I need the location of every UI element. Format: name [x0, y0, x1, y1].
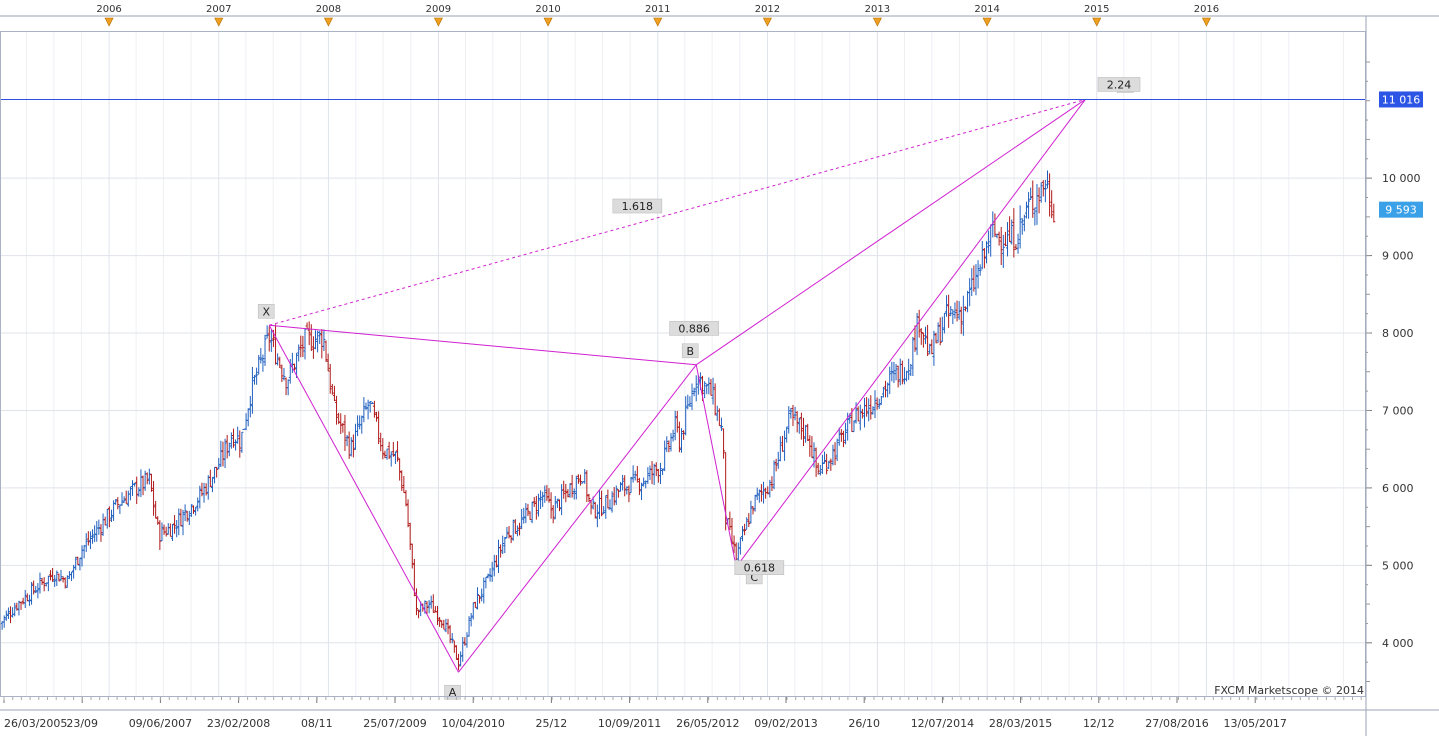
ratio-label-box	[612, 198, 663, 214]
ratio-label: 0.618	[744, 562, 776, 575]
year-label: 2013	[865, 4, 890, 15]
ratio-label: 0.886	[678, 322, 710, 335]
point-label-x: X	[262, 305, 270, 318]
y-tick-label: 9 000	[1382, 250, 1414, 263]
x-tick-label: 08/11	[301, 717, 333, 730]
pattern-leg-cd	[735, 99, 1086, 568]
x-tick-label: 26/03/2005	[4, 717, 67, 730]
year-marker-icon	[214, 17, 224, 27]
ratio-label: 1.618	[622, 200, 654, 213]
year-label: 2015	[1084, 4, 1109, 15]
x-tick-label: 13/05/2017	[1223, 717, 1286, 730]
point-label-b-box	[681, 343, 699, 359]
year-marker-icon	[1201, 17, 1211, 27]
price-bars	[0, 170, 1056, 671]
last-price-label: 9 593	[1385, 204, 1417, 217]
x-tick-label: 23/02/2008	[207, 717, 270, 730]
ratio-label-box	[669, 321, 719, 336]
year-marker-icon	[1092, 17, 1102, 27]
x-tick-label: 09/06/2007	[129, 717, 192, 730]
ratio-label: 2.24	[1107, 78, 1132, 91]
level-line-group: 11 016 9 593	[0, 91, 1423, 218]
year-label: 2009	[426, 4, 451, 15]
year-label: 2014	[974, 4, 999, 15]
point-label-x-box	[257, 303, 275, 319]
point-label-a-box	[444, 684, 461, 700]
pattern-leg-xb	[269, 324, 697, 366]
x-tick-label: 10/09/2011	[598, 717, 661, 730]
year-label: 2011	[645, 4, 670, 15]
x-tick-label: 09/02/2013	[754, 717, 817, 730]
year-marker-icon	[982, 17, 992, 27]
level-tag	[1379, 91, 1423, 108]
pattern-leg-xa	[268, 325, 459, 673]
x-tick-label: 23/09	[66, 717, 98, 730]
y-tick-label: 6 000	[1382, 482, 1414, 495]
ratio-label-box	[734, 560, 785, 575]
year-label: 2006	[96, 4, 121, 15]
pattern-leg-bc	[695, 364, 737, 567]
x-tick-label: 25/07/2009	[363, 717, 426, 730]
year-strip	[0, 0, 1439, 16]
year-label: 2008	[316, 4, 341, 15]
harmonic-pattern	[268, 98, 1086, 673]
y-tick-label: 10 000	[1382, 172, 1421, 185]
point-label-c: C	[750, 571, 758, 584]
x-tick-label: 12/07/2014	[911, 717, 974, 730]
y-tick-label: 8 000	[1382, 327, 1414, 340]
x-tick-label: 10/04/2010	[441, 717, 504, 730]
year-marker-icon	[543, 17, 553, 27]
y-tick-label: 5 000	[1382, 559, 1414, 572]
year-label: 2012	[755, 4, 780, 15]
x-tick-label: 26/05/2012	[676, 717, 739, 730]
pattern-leg-ab	[458, 364, 697, 673]
year-marker-icon	[653, 17, 663, 27]
y-tick-label: 7 000	[1382, 404, 1414, 417]
level-tag-label: 11 016	[1382, 93, 1421, 106]
ratio-label-box	[1097, 77, 1141, 92]
year-marker-icon	[433, 17, 443, 27]
x-tick-label: 28/03/2015	[989, 717, 1052, 730]
year-marker-icon	[323, 17, 333, 27]
year-marker-icon	[104, 17, 114, 27]
year-label: 2016	[1194, 4, 1219, 15]
last-price-tag	[1379, 201, 1423, 218]
year-label: 2007	[206, 4, 231, 15]
x-tick-label: 27/08/2016	[1145, 717, 1208, 730]
watermark-text: FXCM Marketscope © 2014	[1214, 684, 1364, 697]
year-marker-icon	[872, 17, 882, 27]
y-tick-label: 4 000	[1382, 637, 1414, 650]
x-tick-label: 25/12	[536, 717, 568, 730]
pattern-leg-bd	[695, 99, 1086, 366]
x-tick-label: 12/12	[1083, 717, 1115, 730]
gridlines	[0, 31, 1366, 697]
x-tick-label: 26/10	[848, 717, 880, 730]
point-label-b: B	[686, 345, 694, 358]
year-marker-icon	[762, 17, 772, 27]
year-label: 2010	[535, 4, 560, 15]
point-label-a: A	[449, 686, 457, 699]
